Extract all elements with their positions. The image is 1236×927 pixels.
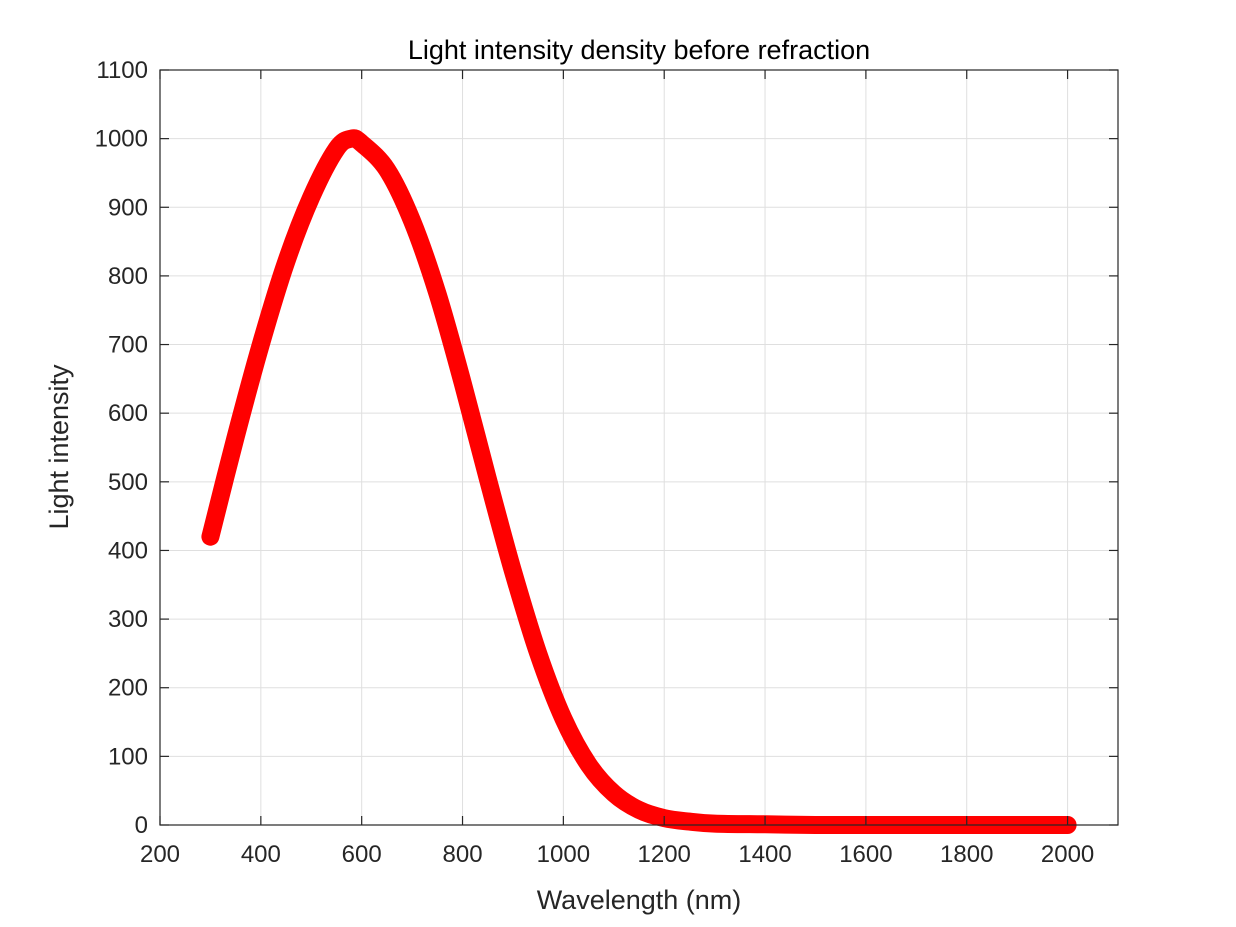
y-tick-label: 100 [108,743,148,770]
y-tick-label: 1100 [96,57,148,84]
x-tick-label: 600 [342,841,382,868]
chart-title: Light intensity density before refractio… [408,35,870,65]
y-tick-label: 0 [135,812,148,839]
plot-area [160,70,1118,825]
x-tick-label: 1400 [738,841,791,868]
series-layer [201,129,1077,835]
y-axis-label: Light intensity [44,364,74,530]
x-tick-label: 1000 [537,841,590,868]
x-tick-label: 1600 [839,841,892,868]
ticks: 200 400 600 800 1000 1200 1400 1600 1800 2000 0 100… [95,57,1118,868]
x-tick-label: 800 [443,841,483,868]
y-tick-label: 600 [108,400,148,427]
y-tick-label: 500 [108,469,148,496]
x-axis-label: Wavelength (nm) [537,885,742,915]
y-tick-label: 900 [108,194,148,221]
y-tick-label: 700 [108,332,148,359]
x-tick-label: 2000 [1041,841,1094,868]
x-tick-label: 200 [140,841,180,868]
y-tick-label: 1000 [95,126,148,153]
axes-box [159,69,1119,826]
y-tick-label: 200 [108,675,148,702]
x-tick-label: 400 [241,841,281,868]
y-tick-label: 300 [108,606,148,633]
x-tick-label: 1200 [638,841,691,868]
y-tick-label: 800 [108,263,148,290]
x-tick-label: 1800 [940,841,993,868]
intensity-line [201,129,1077,835]
y-tick-label: 400 [108,537,148,564]
